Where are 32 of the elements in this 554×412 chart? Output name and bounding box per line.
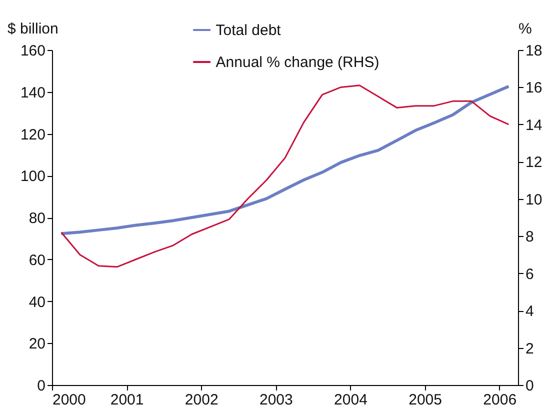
y-tick-label: 100 — [20, 168, 46, 186]
x-tick-label: 2000 — [52, 392, 86, 408]
legend-label: Annual % change (RHS) — [216, 54, 380, 71]
y-tick-label: 80 — [28, 210, 46, 227]
x-tick-label: 2002 — [184, 392, 218, 408]
y-tick-label: 120 — [20, 126, 46, 144]
y2-tick-label: 16 — [526, 80, 542, 97]
y2-tick-label: 6 — [526, 266, 534, 283]
x-tick-label: 2001 — [110, 392, 144, 408]
y-tick-label: 0 — [37, 378, 46, 394]
y2-tick-label: 4 — [526, 303, 534, 320]
y-tick-label: 160 — [20, 42, 46, 60]
line-series — [60, 84, 510, 268]
legend-label: Total debt — [216, 22, 282, 39]
y2-axis-title: % — [518, 20, 532, 38]
x-tick-label: 2006 — [483, 392, 517, 408]
y2-tick-label: 0 — [526, 378, 534, 394]
y-tick-label: 40 — [28, 294, 46, 311]
y2-tick-label: 8 — [526, 228, 534, 246]
y-tick-label: 20 — [28, 336, 46, 353]
y-axis-title: $ billion — [8, 20, 58, 38]
y-tick-label: 140 — [20, 84, 46, 102]
y2-tick-label: 10 — [526, 191, 542, 208]
y-tick-label: 60 — [28, 252, 46, 269]
y2-tick-label: 18 — [526, 42, 542, 60]
y2-tick-label: 14 — [526, 116, 542, 134]
x-tick-label: 2003 — [259, 392, 293, 408]
y2-tick-label: 2 — [526, 340, 534, 358]
x-tick-label: 2004 — [334, 392, 368, 408]
y2-tick-label: 12 — [526, 154, 542, 172]
line-series — [60, 84, 510, 236]
x-tick-label: 2005 — [408, 392, 442, 408]
